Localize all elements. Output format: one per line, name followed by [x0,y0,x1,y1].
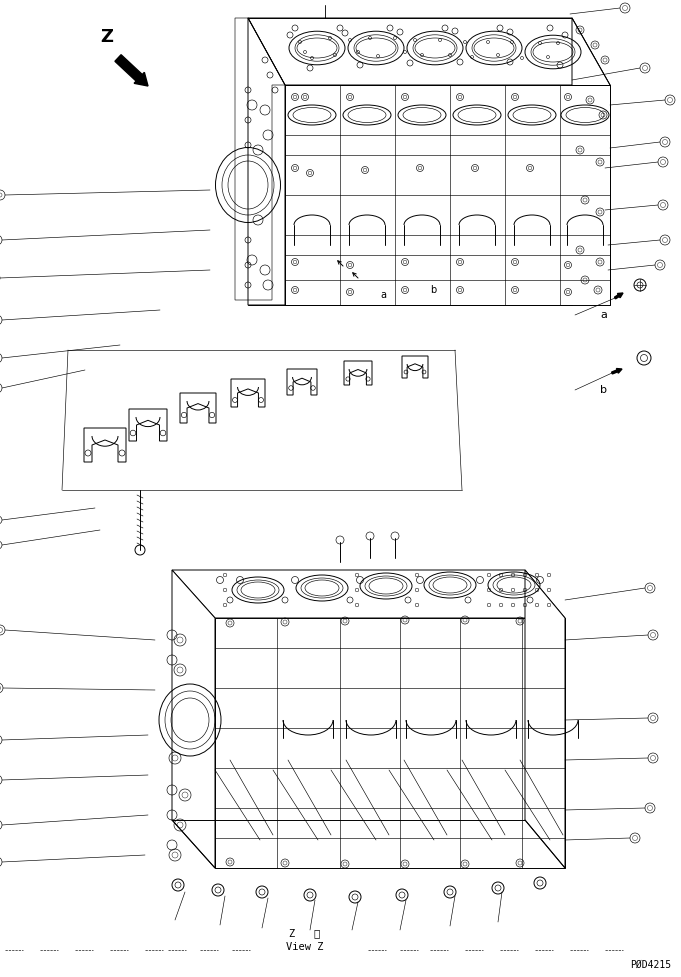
Text: View Z: View Z [286,942,323,952]
Polygon shape [172,570,565,618]
Text: Z: Z [100,28,113,46]
Text: a: a [600,310,607,320]
Polygon shape [525,570,565,868]
Polygon shape [248,18,285,305]
Text: a: a [380,290,386,300]
Polygon shape [285,85,610,305]
Text: PØD4215: PØD4215 [630,960,671,970]
Polygon shape [248,18,610,85]
Polygon shape [215,618,565,868]
Polygon shape [172,570,215,868]
Text: b: b [430,285,437,295]
Text: b: b [600,385,607,395]
FancyArrow shape [614,293,623,299]
FancyArrow shape [612,368,622,374]
FancyArrow shape [115,55,148,86]
Text: Z   視: Z 視 [289,928,321,938]
Polygon shape [572,18,610,305]
